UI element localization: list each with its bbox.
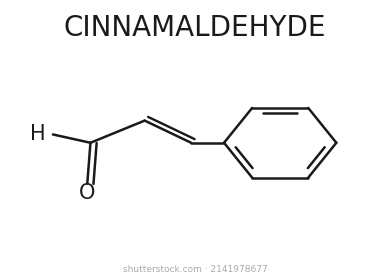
Text: CINNAMALDEHYDE: CINNAMALDEHYDE (64, 14, 326, 42)
Text: shutterstock.com · 2141978677: shutterstock.com · 2141978677 (122, 265, 268, 274)
Text: H: H (30, 124, 46, 144)
Text: O: O (78, 183, 95, 203)
